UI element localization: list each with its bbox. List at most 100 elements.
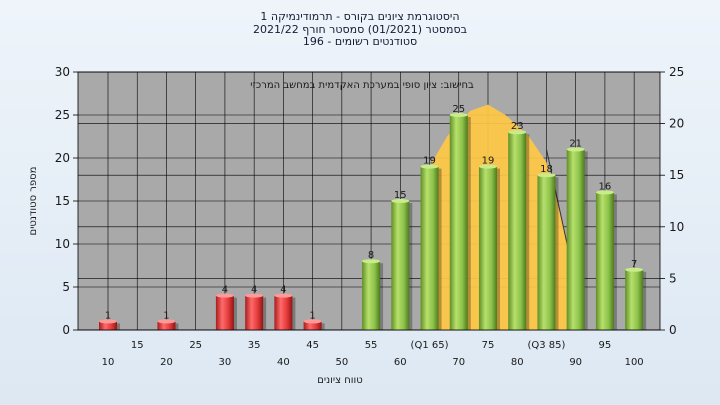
y2-tick-label: 20 xyxy=(669,117,684,131)
histogram-bar xyxy=(625,267,647,330)
bar-body xyxy=(157,321,176,330)
x-tick-label: 25 xyxy=(189,340,202,351)
bar-cap xyxy=(537,173,556,178)
x-tick-label: 95 xyxy=(599,340,612,351)
histogram-bar xyxy=(303,319,325,330)
bar-body xyxy=(508,132,527,330)
x-tick-label: 35 xyxy=(248,340,261,351)
bar-value-label: 18 xyxy=(540,164,553,175)
x-tick-label: 90 xyxy=(569,357,582,368)
bar-value-label: 1 xyxy=(163,310,169,321)
bar-cap xyxy=(99,319,117,324)
y2-tick-label: 5 xyxy=(669,271,677,285)
x-axis-title: טווח ציונים xyxy=(317,375,362,386)
x-tick-label: 75 xyxy=(482,340,495,351)
chart-title-block: היסטוגרמת ציונים בקורס - תרמודינמיקה 1 ב… xyxy=(0,10,720,49)
x-tick-label: 55 xyxy=(365,340,378,351)
bars-layer xyxy=(99,113,647,330)
y-tick-label: 5 xyxy=(62,280,70,294)
histogram-bar xyxy=(420,164,442,330)
histogram-bar xyxy=(215,293,237,330)
x-tick-label: (Q3 85) xyxy=(527,340,565,351)
bar-value-label: 23 xyxy=(511,121,524,132)
x-tick-label: 50 xyxy=(335,357,348,368)
bar-cap xyxy=(362,259,381,264)
histogram-bar xyxy=(595,190,617,330)
histogram-bar xyxy=(391,199,413,330)
bar-body xyxy=(625,269,644,330)
bar-body xyxy=(449,115,468,330)
bar-body xyxy=(99,321,117,330)
y-tick-label: 10 xyxy=(55,237,70,251)
bar-body xyxy=(420,166,439,330)
bar-cap xyxy=(420,164,439,169)
y2-tick-label: 15 xyxy=(669,168,684,182)
y2-tick-label: 25 xyxy=(669,65,684,79)
histogram-bar xyxy=(566,147,588,330)
histogram-bar xyxy=(508,130,530,330)
bar-value-label: 4 xyxy=(222,285,228,296)
y-axis-title: מספר סטודנטים xyxy=(28,167,39,236)
bar-cap xyxy=(449,113,468,117)
bar-value-label: 8 xyxy=(368,250,374,261)
chart-title: היסטוגרמת ציונים בקורס - תרמודינמיקה 1 xyxy=(260,10,460,23)
bar-body xyxy=(537,175,556,330)
x-tick-label: 80 xyxy=(511,357,524,368)
x-tick-label: 60 xyxy=(394,357,407,368)
x-tick-label: (Q1 65) xyxy=(411,340,449,351)
bar-cap xyxy=(215,293,234,298)
bar-cap xyxy=(625,267,644,272)
x-tick-label: 100 xyxy=(625,357,644,368)
histogram-bar xyxy=(99,319,120,330)
distribution-note: בחישוב: ציון סופי במערכת האקדמית במחשב ה… xyxy=(250,80,474,91)
bar-value-label: 4 xyxy=(251,285,257,296)
y-tick-label: 0 xyxy=(62,323,70,337)
histogram-bar xyxy=(537,173,559,330)
axes-layer: 0 5 10 15 20 25 30 0 5 10 15 20 25 10 15 20 25 30 35 40 45 50… xyxy=(55,65,685,368)
histogram-bar xyxy=(274,293,296,330)
bar-value-label: 19 xyxy=(423,156,436,167)
bar-value-label: 25 xyxy=(452,104,465,115)
bar-value-label: 19 xyxy=(482,156,495,167)
chart-subtitle-students: סטודנטים רשומים - 196 xyxy=(302,35,418,48)
y2-tick-label: 0 xyxy=(669,323,677,337)
histogram-bar xyxy=(245,293,267,330)
y-tick-label: 30 xyxy=(55,65,70,79)
bar-value-label: 1 xyxy=(105,310,111,321)
bar-value-label: 4 xyxy=(280,285,286,296)
x-tick-label: 40 xyxy=(277,357,290,368)
x-tick-label: 70 xyxy=(452,357,465,368)
x-tick-label: 20 xyxy=(160,357,173,368)
bar-body xyxy=(391,201,410,330)
bar-cap xyxy=(508,130,527,135)
bar-value-label: 16 xyxy=(599,181,612,192)
bar-cap xyxy=(595,190,614,195)
bar-body xyxy=(362,261,381,330)
bar-body xyxy=(595,192,614,330)
bar-value-label: 7 xyxy=(631,259,637,270)
y-tick-label: 20 xyxy=(55,151,70,165)
x-tick-label: 15 xyxy=(131,340,144,351)
histogram-bar xyxy=(157,319,179,330)
x-tick-label: 45 xyxy=(306,340,319,351)
y2-tick-label: 10 xyxy=(669,220,684,234)
bar-body xyxy=(303,321,322,330)
y-tick-label: 25 xyxy=(55,108,70,122)
bar-value-label: 15 xyxy=(394,190,407,201)
bar-body xyxy=(566,149,585,330)
bar-cap xyxy=(274,293,293,298)
bar-cap xyxy=(391,199,410,203)
x-tick-label: 10 xyxy=(102,357,115,368)
bar-cap xyxy=(303,319,322,324)
bar-body xyxy=(274,295,293,330)
bar-value-label: 21 xyxy=(569,138,582,149)
histogram-bar xyxy=(362,259,384,330)
bar-cap xyxy=(566,147,585,152)
histogram-bar xyxy=(449,113,471,330)
chart-subtitle-semester: בסמסטר (01/2021) סמסטר חורף 2021/22 xyxy=(253,22,467,36)
bar-value-label: 1 xyxy=(309,310,315,321)
bar-body xyxy=(215,295,234,330)
y-tick-label: 15 xyxy=(55,194,70,208)
